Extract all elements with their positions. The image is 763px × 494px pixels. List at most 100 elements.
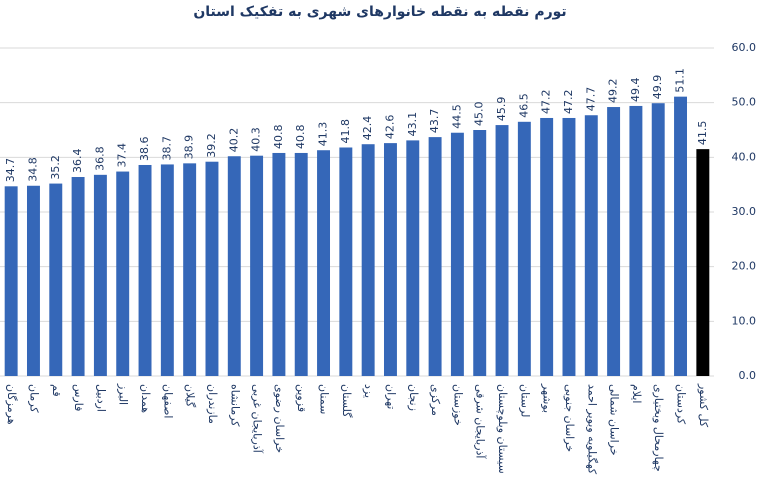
x-tick-label: یزد xyxy=(362,384,375,398)
bar xyxy=(205,161,219,376)
y-tick-label: 10.0 xyxy=(732,314,757,327)
bar xyxy=(540,117,554,377)
x-tick-label: خراسان شمالی xyxy=(608,384,621,456)
value-label: 44.5 xyxy=(450,104,463,129)
x-tick-label: قم xyxy=(50,384,63,397)
value-label: 38.7 xyxy=(160,136,173,161)
bar xyxy=(4,186,18,376)
value-label: 38.6 xyxy=(138,136,151,161)
x-tick-label: کرمان xyxy=(27,384,40,413)
value-label: 51.1 xyxy=(674,68,687,93)
value-label: 41.5 xyxy=(696,121,709,146)
y-tick-label: 20.0 xyxy=(732,260,757,273)
value-label: 40.3 xyxy=(250,127,263,152)
bar xyxy=(361,144,375,376)
y-tick-label: 0.0 xyxy=(739,369,757,382)
x-tick-label: اصفهان xyxy=(161,384,174,418)
value-label: 43.7 xyxy=(428,109,441,134)
value-label: 36.8 xyxy=(93,146,106,171)
bar xyxy=(160,164,174,376)
bar xyxy=(138,164,152,376)
value-label: 47.7 xyxy=(584,87,597,112)
bar xyxy=(584,115,598,377)
bar xyxy=(294,152,308,376)
bar xyxy=(450,132,464,376)
x-tick-label: گیلان xyxy=(184,384,197,408)
x-tick-label: زنجان xyxy=(407,384,420,411)
x-tick-label: سیستان وبلوچستان xyxy=(496,384,509,474)
value-label: 49.2 xyxy=(607,79,620,104)
value-label: 34.8 xyxy=(26,157,39,182)
bar xyxy=(473,130,487,376)
bar xyxy=(696,149,710,376)
bar xyxy=(317,150,331,376)
x-tick-label: لرستان xyxy=(518,384,531,417)
chart-title: تورم نقطه به نقطه خانوارهای شهری به تفکی… xyxy=(193,4,566,20)
y-tick-label: 60.0 xyxy=(732,41,757,54)
bar xyxy=(674,96,688,377)
x-tick-label: فارس xyxy=(72,384,85,411)
x-tick-label: مازندران xyxy=(206,384,219,424)
y-tick-label: 30.0 xyxy=(732,205,757,218)
value-label: 42.4 xyxy=(361,116,374,141)
x-tick-label: قزوین xyxy=(295,384,308,412)
bar xyxy=(71,177,85,376)
bar xyxy=(629,105,643,377)
bar xyxy=(495,125,509,376)
x-tick-label: اردبیل xyxy=(94,384,107,412)
x-tick-label: کردستان xyxy=(675,384,688,425)
value-label: 40.2 xyxy=(227,128,240,153)
x-tick-label: خوزستان xyxy=(451,384,464,426)
value-label: 42.6 xyxy=(383,115,396,140)
value-label: 46.5 xyxy=(517,93,530,118)
bar xyxy=(49,183,63,376)
x-tick-label: همدان xyxy=(139,384,152,413)
x-tick-label: آذربایجان غربی xyxy=(251,384,265,454)
y-tick-label: 50.0 xyxy=(732,96,757,109)
x-tick-label: کرمانشاه xyxy=(228,384,241,427)
value-label: 34.7 xyxy=(4,158,17,183)
value-label: 47.2 xyxy=(540,89,553,114)
value-label: 41.8 xyxy=(339,119,352,144)
value-label: 37.4 xyxy=(116,143,129,168)
bar xyxy=(116,171,130,376)
bar xyxy=(272,152,286,376)
value-label: 49.9 xyxy=(651,75,664,100)
y-tick-label: 40.0 xyxy=(732,150,757,163)
x-tick-label: کل کشور xyxy=(697,383,710,428)
x-tick-label: خراسان جنوبی xyxy=(563,384,576,452)
value-label: 45.0 xyxy=(473,102,486,127)
x-tick-label: البرز xyxy=(117,383,130,405)
bar xyxy=(428,137,442,376)
bar xyxy=(607,107,621,376)
value-label: 43.1 xyxy=(406,112,419,137)
x-tick-label: کهگیلویه وبویر احمد xyxy=(585,384,598,475)
x-tick-label: آذربایجان شرقی xyxy=(474,384,488,459)
x-tick-label: هرمزگان xyxy=(5,384,18,425)
bar xyxy=(651,103,665,377)
value-label: 45.9 xyxy=(495,97,508,122)
x-tick-label: بوشهر xyxy=(541,383,554,413)
x-tick-label: چهارمحال وبختیاری xyxy=(652,384,665,472)
bar xyxy=(227,156,241,376)
x-tick-label: تهران xyxy=(384,384,397,409)
bar xyxy=(250,155,264,376)
bar xyxy=(339,147,353,376)
bar xyxy=(562,117,576,377)
x-tick-label: گلستان xyxy=(340,384,353,418)
bar xyxy=(183,163,197,376)
x-tick-label: خراسان رضوی xyxy=(273,384,286,453)
value-label: 35.2 xyxy=(49,155,62,180)
value-label: 49.4 xyxy=(629,77,642,102)
bar xyxy=(93,174,107,376)
x-tick-label: ایلام xyxy=(630,384,643,404)
bar xyxy=(26,185,40,376)
value-label: 40.8 xyxy=(272,124,285,149)
value-label: 38.9 xyxy=(183,135,196,160)
value-label: 36.4 xyxy=(71,149,84,174)
bar xyxy=(406,140,420,376)
x-tick-label: سمنان xyxy=(318,384,331,414)
value-label: 39.2 xyxy=(205,133,218,158)
x-tick-label: مرکزی xyxy=(429,384,442,416)
